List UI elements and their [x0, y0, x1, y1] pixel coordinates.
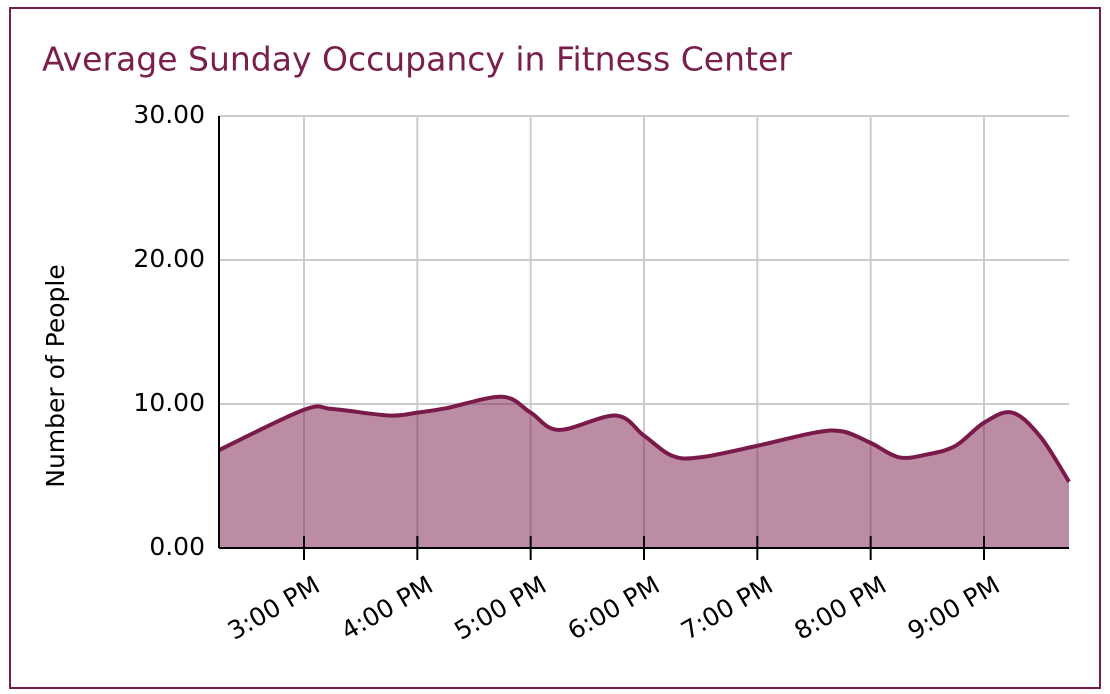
- y-tick-label: 20.00: [133, 244, 205, 273]
- chart-frame: [9, 7, 1101, 689]
- area-fill: [219, 396, 1069, 548]
- y-tick-label: 0.00: [149, 532, 205, 561]
- chart-title: Average Sunday Occupancy in Fitness Cent…: [42, 40, 792, 79]
- y-tick-label: 10.00: [133, 388, 205, 417]
- y-tick-label: 30.00: [133, 100, 205, 129]
- y-axis-label: Number of People: [41, 264, 70, 487]
- area-line: [218, 394, 1071, 483]
